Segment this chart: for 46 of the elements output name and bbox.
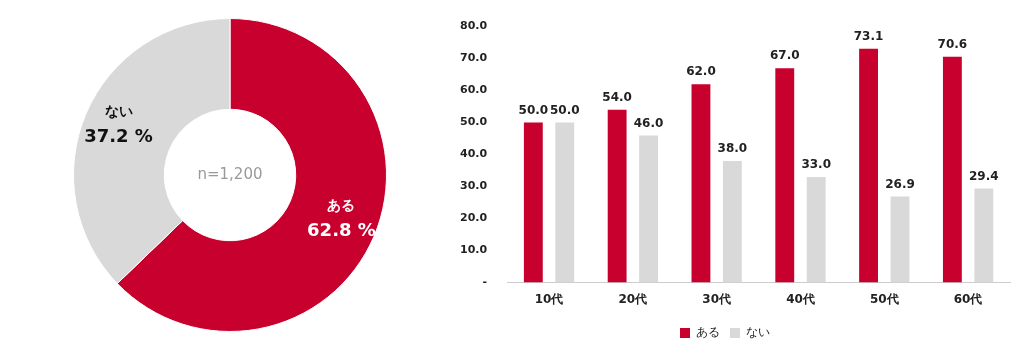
data-label: 62.0	[686, 64, 716, 79]
data-label: 33.0	[801, 157, 831, 172]
text: n=1,200	[197, 164, 263, 183]
x-tick-label: 40代	[786, 291, 815, 306]
bar	[639, 135, 658, 283]
bar	[607, 109, 627, 283]
y-tick-label: 80.0	[460, 19, 488, 33]
data-label: 73.1	[853, 28, 884, 43]
x-tick-label: 50代	[869, 291, 899, 306]
y-tick-label: 40.0	[460, 147, 488, 161]
data-label: 46.0	[633, 115, 664, 130]
data-label: 70.6	[937, 36, 968, 51]
data-label: 38.0	[717, 141, 748, 156]
y-tick-label: 50.0	[460, 115, 488, 129]
x-tick-label: 20代	[618, 291, 648, 306]
legend-label: ない	[746, 325, 770, 340]
data-label: 54.0	[602, 89, 632, 104]
y-tick-label: 60.0	[460, 83, 488, 97]
y-tick-label: 20.0	[460, 211, 488, 225]
bar	[555, 122, 575, 283]
y-tick-label: 70.0	[460, 51, 488, 65]
data-label: 26.9	[885, 176, 915, 191]
bar	[890, 196, 910, 283]
data-label: 37.2 %	[84, 124, 153, 146]
x-tick-label: 10代	[534, 291, 564, 306]
data-label: 67.0	[769, 48, 800, 63]
data-label: 62.8 %	[307, 219, 376, 241]
bar	[775, 68, 795, 283]
x-tick-label: 30代	[702, 291, 732, 306]
bar	[691, 84, 711, 283]
slice-label: ない	[104, 102, 133, 119]
data-label: 50.0	[518, 102, 549, 117]
data-label: 29.4	[969, 168, 999, 183]
x-tick-label: 60代	[953, 291, 983, 306]
legend-label: ある	[696, 325, 720, 340]
data-label: 50.0	[549, 102, 580, 117]
bar	[942, 56, 962, 283]
bar	[806, 177, 826, 283]
bar	[859, 48, 878, 283]
bar	[974, 188, 994, 283]
bar	[722, 161, 742, 283]
y-tick-label: 10.0	[460, 243, 488, 257]
slice-label: ある	[327, 197, 356, 214]
y-tick-label: -	[482, 275, 488, 289]
y-tick-label: 30.0	[460, 179, 488, 193]
bar	[523, 122, 543, 283]
